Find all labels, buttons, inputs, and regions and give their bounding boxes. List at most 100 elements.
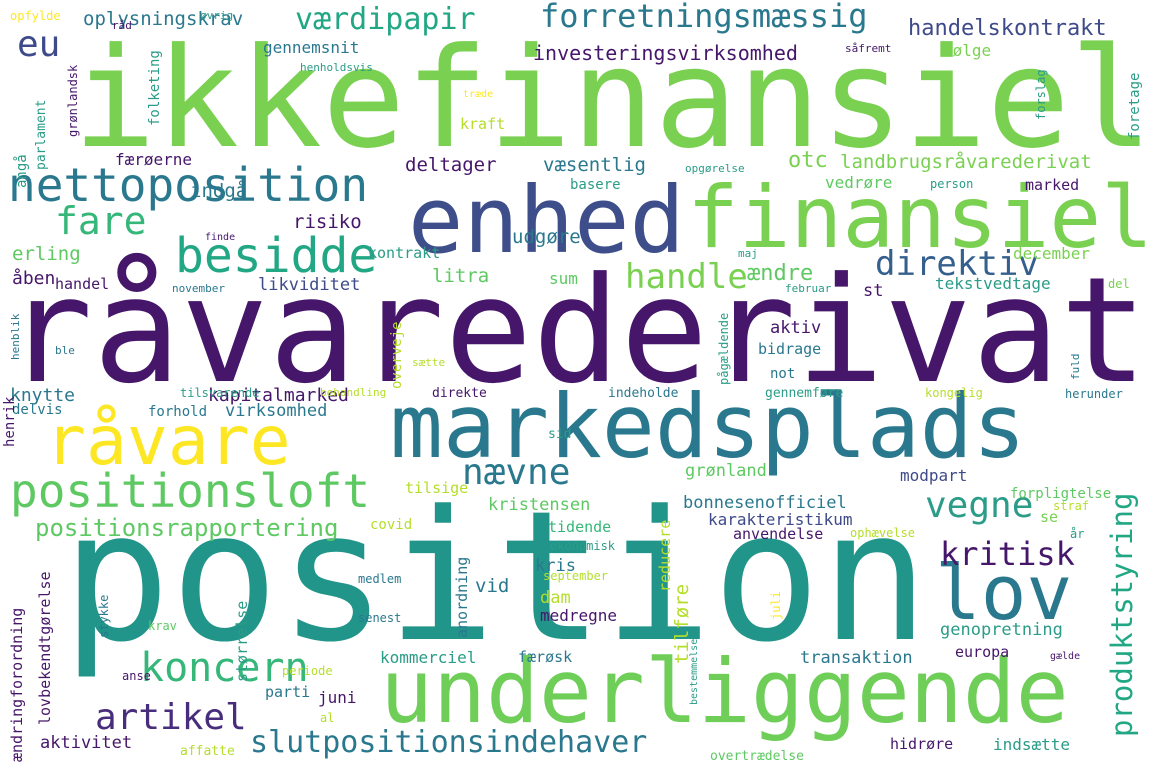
word: ble xyxy=(55,344,75,357)
word: handelskontrakt xyxy=(908,16,1107,41)
word: medlem xyxy=(358,572,402,586)
word: foretage xyxy=(1127,72,1143,140)
word: sætte xyxy=(412,356,446,369)
word: bidrage xyxy=(758,340,822,358)
word: underliggende xyxy=(380,640,1069,743)
word: transaktion xyxy=(800,648,913,668)
word: forpligtelse xyxy=(1010,486,1112,502)
word: anvendelse xyxy=(733,525,824,543)
word: finansiel xyxy=(687,168,1153,268)
word: risiko xyxy=(293,211,362,233)
word: maj xyxy=(738,247,758,260)
word: anordning xyxy=(453,556,471,638)
word: covid xyxy=(370,517,413,533)
word: kristensen xyxy=(488,495,591,515)
word: råvarederivat xyxy=(5,246,1148,416)
word: forhold xyxy=(148,404,208,420)
word: indeholde xyxy=(608,386,679,401)
word: eu xyxy=(17,24,61,65)
word: kontrakt xyxy=(368,244,441,262)
word: person xyxy=(930,177,974,191)
word: pågældende xyxy=(717,312,731,385)
word: not xyxy=(770,366,796,382)
word: såfremt xyxy=(845,42,892,55)
word: indgå xyxy=(190,180,248,202)
word: medregne xyxy=(540,606,618,625)
word: kritisk xyxy=(940,535,1075,573)
word: otc xyxy=(788,148,828,173)
word: størrelse xyxy=(233,600,251,682)
word: marked xyxy=(1025,176,1080,194)
word: parti xyxy=(265,683,311,701)
word: tilsige xyxy=(405,479,469,497)
word: parlament xyxy=(34,99,49,170)
word: position xyxy=(62,473,929,682)
word: kommerciel xyxy=(380,648,477,667)
word: ændring xyxy=(8,698,26,762)
word: finde xyxy=(205,232,236,243)
word: genopretning xyxy=(940,620,1063,640)
word: henblik xyxy=(9,313,22,360)
word: besidde xyxy=(175,228,378,284)
word: markedsplads xyxy=(390,375,1026,478)
word: åben xyxy=(12,268,56,289)
word: karakteristikum xyxy=(708,510,853,529)
word: tidende xyxy=(548,518,612,536)
word: november xyxy=(172,282,225,295)
word: erling xyxy=(12,243,81,265)
word: ikkefinansiel xyxy=(72,18,1153,179)
word: straf xyxy=(1053,499,1090,513)
word: ændre xyxy=(747,261,814,286)
word: træde xyxy=(463,89,494,100)
word: investeringsvirksomhed xyxy=(533,41,798,65)
word: periode xyxy=(282,664,333,678)
word: senest xyxy=(358,611,402,625)
word: færøsk xyxy=(518,648,573,666)
word: gælde xyxy=(1050,651,1081,662)
word: opgørelse xyxy=(685,162,745,175)
word: delvis xyxy=(12,402,63,418)
word: litra xyxy=(432,265,490,287)
word: koncern xyxy=(140,645,309,691)
word: modpart xyxy=(900,466,968,485)
word: artikel xyxy=(95,697,247,738)
word: færøerne xyxy=(115,150,193,169)
word: direktiv xyxy=(875,244,1039,284)
word: st xyxy=(863,281,884,301)
word: vedrøre xyxy=(825,173,893,192)
word: følge xyxy=(943,41,992,60)
word: tilsvarende xyxy=(180,386,260,400)
word: reducere xyxy=(656,519,674,592)
word: europa xyxy=(955,643,1010,661)
word: lov xyxy=(935,548,1073,637)
word: februar xyxy=(785,282,832,295)
word: stykke xyxy=(97,594,111,638)
word: enhed xyxy=(408,167,685,274)
word: positionsrapportering xyxy=(35,514,339,542)
word: hidrøre xyxy=(890,735,954,753)
word: grønlandsk xyxy=(66,64,80,137)
word: værdipapir xyxy=(295,2,476,37)
word: handel xyxy=(55,275,110,293)
word: del xyxy=(1108,277,1130,291)
word: kris xyxy=(535,556,576,576)
word: herunder xyxy=(1065,387,1123,401)
word: år xyxy=(1070,527,1085,541)
word: væsentlig xyxy=(543,154,646,176)
word: ophævelse xyxy=(850,526,916,540)
word: aktiv xyxy=(770,318,822,338)
word: gennemføre xyxy=(765,386,844,401)
word: bonnesenofficiel xyxy=(683,493,847,513)
word: december xyxy=(1013,244,1091,263)
word: økonomisk xyxy=(550,539,616,553)
word: råvare xyxy=(45,402,291,481)
word: affatte xyxy=(180,744,235,759)
word: oplysningskrav xyxy=(83,8,244,30)
word: henholdsvis xyxy=(300,61,373,74)
word: aktivitet xyxy=(40,733,133,753)
word: forslag xyxy=(1034,69,1048,120)
word: deltager xyxy=(405,154,497,176)
word: positionsloft xyxy=(10,464,371,518)
word: indsætte xyxy=(993,735,1071,754)
